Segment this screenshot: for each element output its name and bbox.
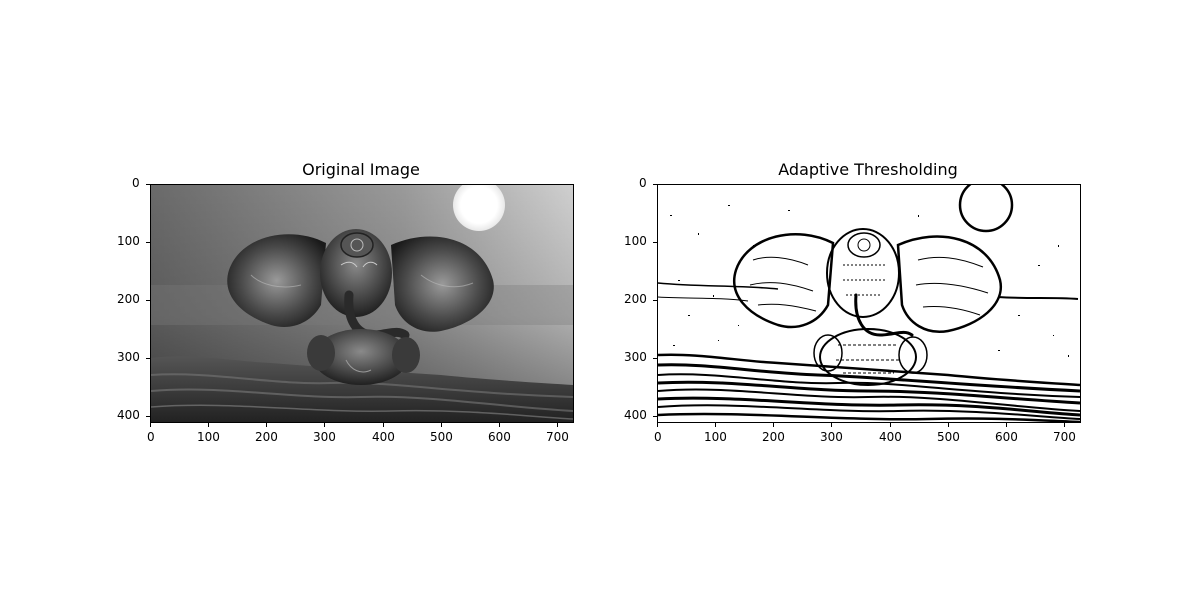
x-tick-label: 700 <box>546 430 569 444</box>
x-tick-label: 600 <box>995 430 1018 444</box>
y-tick-label: 200 <box>117 292 140 306</box>
y-tick-label: 300 <box>117 350 140 364</box>
x-tick-label: 200 <box>762 430 785 444</box>
x-tick-label: 600 <box>488 430 511 444</box>
y-tick-label: 400 <box>624 408 647 422</box>
x-tick-label: 500 <box>430 430 453 444</box>
x-tick-label: 300 <box>313 430 336 444</box>
x-tick-label: 300 <box>820 430 843 444</box>
x-tick-label: 100 <box>704 430 727 444</box>
y-tick-label: 0 <box>639 176 647 190</box>
x-tick-label: 200 <box>255 430 278 444</box>
grayscale-elephant-statue-photo-icon <box>151 185 573 422</box>
y-tick-label: 100 <box>624 234 647 248</box>
x-tick-label: 400 <box>879 430 902 444</box>
image-axes-threshold <box>657 184 1081 423</box>
y-tick-label: 300 <box>624 350 647 364</box>
binary-thresholded-elephant-statue-photo-icon <box>658 185 1080 422</box>
y-tick-label: 400 <box>117 408 140 422</box>
x-tick-label: 100 <box>197 430 220 444</box>
x-tick-label: 700 <box>1053 430 1076 444</box>
x-tick-label: 500 <box>937 430 960 444</box>
y-tick-label: 200 <box>624 292 647 306</box>
x-tick-label: 0 <box>654 430 662 444</box>
y-tick-label: 100 <box>117 234 140 248</box>
panel-title: Adaptive Thresholding <box>778 160 958 179</box>
image-axes-original <box>150 184 574 423</box>
x-tick-label: 400 <box>372 430 395 444</box>
y-tick-label: 0 <box>132 176 140 190</box>
x-tick-label: 0 <box>147 430 155 444</box>
panel-title: Original Image <box>302 160 420 179</box>
